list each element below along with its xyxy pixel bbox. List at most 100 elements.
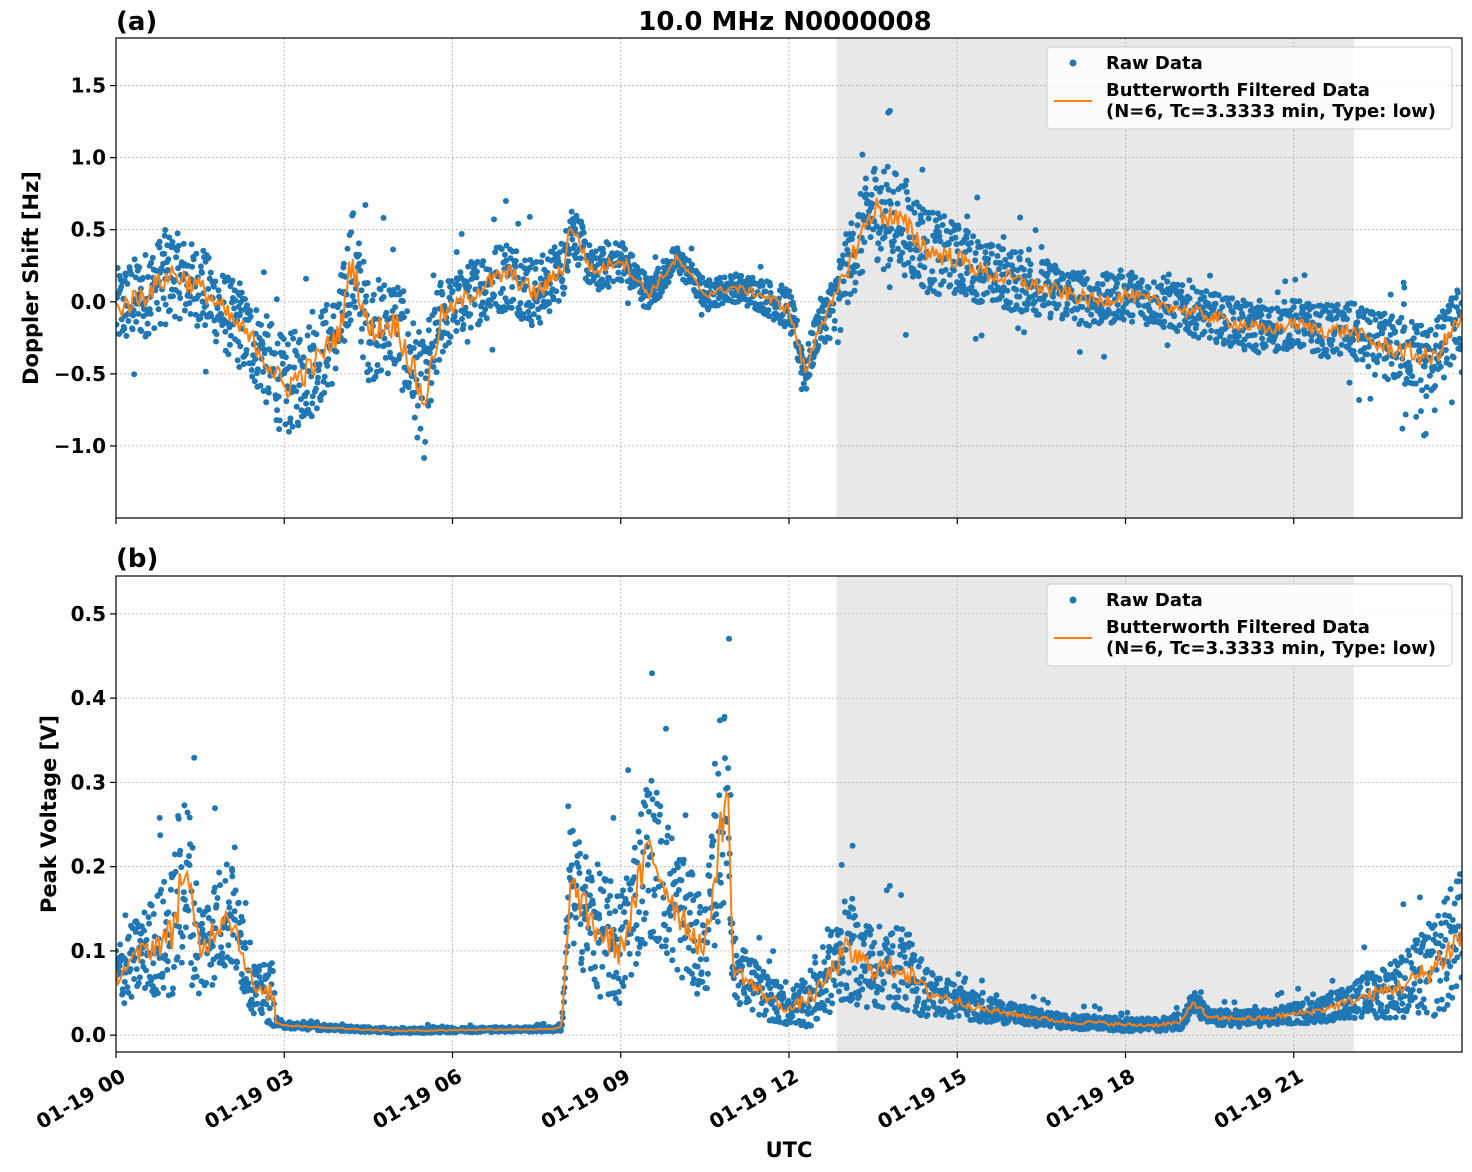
raw-data-point	[970, 233, 977, 240]
raw-data-point	[225, 899, 232, 906]
raw-data-point	[1150, 279, 1157, 286]
raw-data-point	[1201, 328, 1208, 335]
raw-data-point	[422, 438, 429, 445]
raw-data-point	[143, 967, 149, 974]
raw-data-point	[321, 389, 328, 396]
raw-data-point	[175, 815, 182, 822]
raw-data-point	[932, 237, 939, 244]
raw-data-point	[1413, 329, 1420, 336]
raw-data-point	[1137, 284, 1144, 291]
raw-data-point	[882, 208, 889, 214]
raw-data-point	[1000, 246, 1007, 253]
raw-data-point	[322, 307, 329, 314]
y-tick-label: 1.5	[71, 74, 106, 98]
raw-data-point	[265, 389, 272, 396]
raw-data-point	[1324, 353, 1331, 360]
raw-data-point	[705, 306, 712, 313]
raw-data-point	[621, 909, 628, 916]
raw-data-point	[357, 267, 364, 274]
raw-data-point	[430, 364, 437, 370]
raw-data-point	[193, 973, 200, 980]
raw-data-point	[704, 939, 711, 946]
raw-data-point	[1182, 318, 1189, 325]
raw-data-point	[1101, 353, 1108, 360]
raw-data-point	[171, 277, 178, 284]
raw-data-point	[118, 283, 125, 290]
raw-data-point	[408, 373, 415, 380]
raw-data-point	[451, 313, 458, 320]
raw-data-point	[703, 985, 710, 992]
raw-data-point	[156, 238, 163, 245]
raw-data-point	[432, 306, 438, 313]
raw-data-point	[837, 327, 844, 333]
raw-data-point	[612, 995, 619, 1002]
raw-data-point	[1234, 300, 1241, 307]
raw-data-point	[377, 286, 384, 293]
raw-data-point	[1258, 329, 1265, 336]
raw-data-point	[1255, 349, 1262, 356]
raw-data-point	[1157, 312, 1164, 319]
raw-data-point	[237, 343, 244, 350]
raw-data-point	[1303, 318, 1310, 325]
raw-data-point	[128, 993, 135, 1000]
raw-data-point	[830, 977, 837, 984]
raw-data-point	[773, 978, 780, 985]
raw-data-point	[189, 982, 196, 989]
raw-data-point	[535, 314, 542, 321]
raw-data-point	[1026, 272, 1032, 279]
raw-data-point	[165, 256, 172, 263]
raw-data-point	[872, 176, 879, 183]
raw-data-point	[788, 294, 795, 300]
raw-data-point	[290, 335, 297, 342]
raw-data-point	[1230, 309, 1237, 316]
raw-data-point	[968, 284, 975, 291]
raw-data-point	[418, 370, 424, 377]
panel-b: 0.50.40.30.20.10.0 01-19 00 01-19 03 01-19…	[32, 544, 1463, 1134]
raw-data-point	[124, 984, 131, 991]
raw-data-point	[679, 974, 686, 981]
raw-data-point	[350, 210, 357, 217]
raw-data-point	[688, 245, 695, 252]
raw-data-point	[1396, 370, 1403, 377]
raw-data-point	[1161, 295, 1168, 302]
raw-data-point	[905, 259, 912, 266]
raw-data-point	[852, 279, 859, 286]
raw-data-point	[631, 844, 638, 851]
raw-data-point	[698, 311, 705, 318]
raw-data-point	[687, 891, 694, 898]
raw-data-point	[985, 256, 992, 262]
raw-data-point	[947, 282, 954, 289]
raw-data-point	[188, 241, 195, 248]
raw-data-point	[868, 191, 875, 198]
raw-data-point	[400, 288, 407, 295]
raw-data-point	[309, 308, 316, 315]
raw-data-point	[722, 755, 728, 762]
raw-data-point	[624, 900, 631, 907]
raw-data-point	[1259, 335, 1266, 342]
raw-data-point	[826, 312, 833, 319]
raw-data-point	[365, 377, 372, 384]
raw-data-point	[555, 297, 562, 304]
raw-data-point	[759, 282, 766, 289]
raw-data-point	[174, 230, 181, 237]
raw-data-point	[1055, 301, 1062, 308]
raw-data-point	[205, 914, 212, 921]
y-tick-label: −1.0	[54, 434, 106, 458]
raw-data-point	[131, 371, 138, 378]
raw-data-point	[809, 330, 816, 337]
raw-data-point	[557, 1027, 564, 1034]
raw-data-point	[139, 958, 146, 965]
raw-data-point	[805, 340, 812, 347]
raw-data-point	[323, 301, 330, 308]
raw-data-point	[428, 380, 435, 386]
raw-data-point	[1457, 346, 1462, 353]
raw-data-point	[839, 959, 846, 966]
raw-data-point	[487, 302, 494, 309]
raw-data-point	[179, 943, 186, 950]
raw-data-point	[832, 982, 839, 989]
raw-data-point	[365, 361, 372, 368]
y-tick-label: 0.5	[71, 218, 106, 242]
raw-data-point	[486, 266, 493, 273]
raw-data-point	[655, 265, 662, 272]
raw-data-point	[121, 978, 128, 985]
